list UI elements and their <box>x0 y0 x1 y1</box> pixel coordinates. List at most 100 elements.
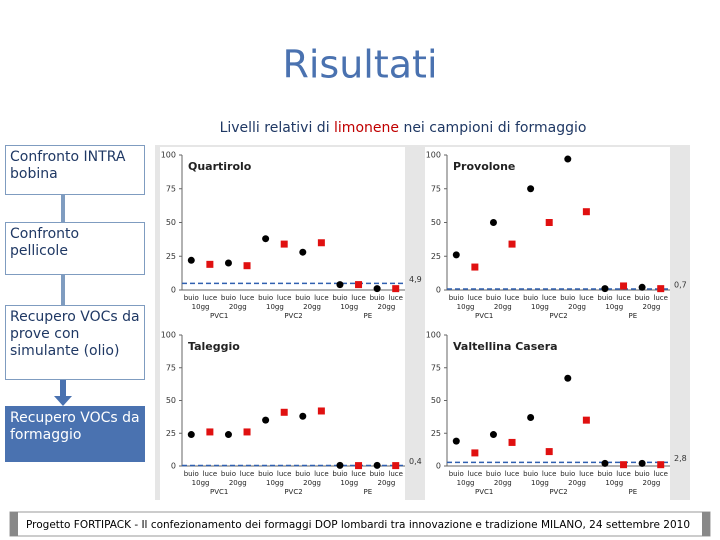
y-tick-label: 0 <box>171 286 176 295</box>
point <box>527 185 535 193</box>
y-tick-label: 100 <box>426 151 441 160</box>
step-box: Confronto pellicole <box>5 222 145 275</box>
reference-label: 0,7 <box>674 281 687 290</box>
step-box: Confronto INTRA bobina <box>5 145 145 195</box>
subtitle-part: nei campioni di formaggio <box>399 120 586 136</box>
plot-area <box>425 147 670 332</box>
point <box>508 438 516 446</box>
y-tick-label: 25 <box>431 429 441 438</box>
period-label: 20gg <box>229 303 247 311</box>
period-label: 20gg <box>378 303 396 311</box>
period-label: 10gg <box>531 479 549 487</box>
point <box>657 461 665 469</box>
x-tick-label: luce <box>653 294 668 302</box>
y-tick-label: 50 <box>431 218 441 227</box>
point <box>527 414 535 422</box>
x-tick-label: luce <box>653 470 668 478</box>
period-label: 20gg <box>643 479 661 487</box>
x-tick-label: luce <box>277 470 292 478</box>
point <box>638 283 646 291</box>
point <box>206 428 214 436</box>
point <box>564 374 572 382</box>
point <box>224 259 232 267</box>
point <box>452 437 460 445</box>
point <box>280 408 288 416</box>
period-label: 10gg <box>457 479 475 487</box>
x-tick-label: luce <box>542 470 557 478</box>
y-tick-label: 100 <box>426 331 441 340</box>
period-label: 20gg <box>568 303 586 311</box>
y-tick-label: 25 <box>431 252 441 261</box>
period-label: 20gg <box>303 479 321 487</box>
chart-title: Taleggio <box>188 340 240 353</box>
x-tick-label: buio <box>332 470 347 478</box>
point <box>206 260 214 268</box>
period-label: 20gg <box>494 479 512 487</box>
y-tick-label: 75 <box>166 363 176 372</box>
x-tick-label: luce <box>468 294 483 302</box>
point <box>545 448 553 456</box>
material-label: PVC1 <box>475 488 493 496</box>
point <box>187 256 195 264</box>
period-label: 20gg <box>378 479 396 487</box>
footer-accent <box>10 512 18 536</box>
point <box>336 461 344 469</box>
point <box>299 412 307 420</box>
footer-accent <box>702 512 710 536</box>
period-label: 10gg <box>605 479 623 487</box>
x-tick-label: luce <box>240 294 255 302</box>
point <box>373 461 381 469</box>
x-tick-label: buio <box>486 294 501 302</box>
x-tick-label: luce <box>616 294 631 302</box>
period-label: 10gg <box>266 479 284 487</box>
x-tick-label: buio <box>295 294 310 302</box>
x-tick-label: buio <box>184 294 199 302</box>
point <box>508 240 516 248</box>
y-tick-label: 0 <box>171 462 176 471</box>
point <box>317 407 325 415</box>
period-label: 10gg <box>457 303 475 311</box>
point <box>299 248 307 256</box>
x-tick-label: buio <box>635 294 650 302</box>
x-tick-label: luce <box>468 470 483 478</box>
y-tick-label: 75 <box>166 184 176 193</box>
step-box-active: Recupero VOCs da formaggio <box>5 406 145 462</box>
point <box>262 235 270 243</box>
x-tick-label: buio <box>258 294 273 302</box>
y-tick-label: 100 <box>161 151 176 160</box>
x-tick-label: buio <box>332 294 347 302</box>
chart-title: Valtellina Casera <box>453 340 558 353</box>
material-label: PE <box>364 488 373 496</box>
point <box>355 462 363 470</box>
point <box>392 285 400 293</box>
chart-title: Quartirolo <box>188 160 252 173</box>
material-label: PE <box>629 312 638 320</box>
period-label: 10gg <box>192 479 210 487</box>
y-tick-label: 100 <box>161 331 176 340</box>
y-tick-label: 50 <box>431 396 441 405</box>
x-tick-label: luce <box>505 470 520 478</box>
slide-title: Risultati <box>282 43 437 87</box>
y-tick-label: 0 <box>436 286 441 295</box>
point <box>392 462 400 470</box>
point <box>224 431 232 439</box>
x-tick-label: luce <box>579 470 594 478</box>
y-tick-label: 25 <box>166 429 176 438</box>
x-tick-label: buio <box>370 470 385 478</box>
point <box>471 263 479 271</box>
y-tick-label: 25 <box>166 252 176 261</box>
period-label: 10gg <box>340 303 358 311</box>
point <box>373 285 381 293</box>
period-label: 20gg <box>643 303 661 311</box>
point <box>601 285 609 293</box>
reference-label: 4,9 <box>409 275 422 284</box>
plot-area <box>160 147 405 332</box>
point <box>471 449 479 457</box>
point <box>243 428 251 436</box>
x-tick-label: luce <box>351 470 366 478</box>
x-tick-label: luce <box>203 294 218 302</box>
y-tick-label: 75 <box>431 363 441 372</box>
point <box>620 282 628 290</box>
period-label: 10gg <box>605 303 623 311</box>
